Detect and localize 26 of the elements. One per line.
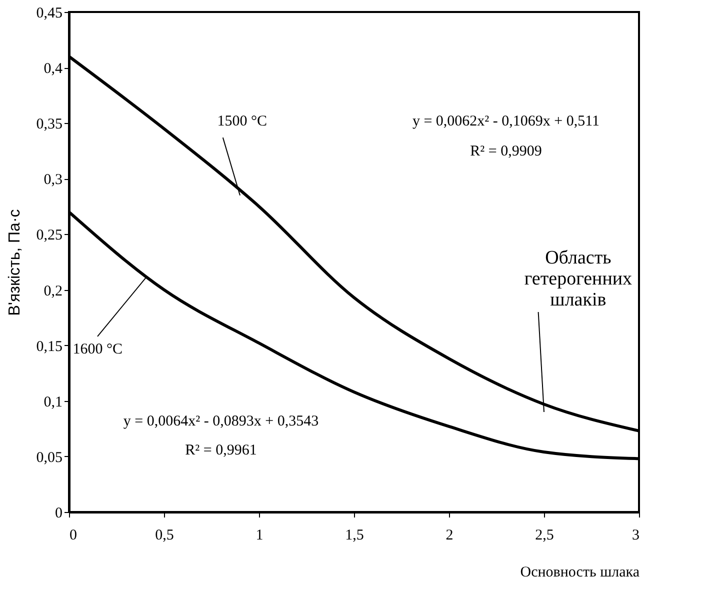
x-tick-label: 1,5 <box>345 528 364 544</box>
y-tick-label: 0,25 <box>36 228 62 244</box>
y-tick-label: 0,15 <box>36 338 62 355</box>
y-tick-label: 0 <box>55 506 62 522</box>
x-tick-label: 0 <box>70 528 77 544</box>
annotation: 1600 °C <box>72 341 123 358</box>
x-tick-label: 2 <box>446 528 454 544</box>
y-tick-label: 0,45 <box>36 6 62 22</box>
x-axis-title: Основность шлака <box>520 564 640 580</box>
x-tick-label: 2,5 <box>535 528 554 544</box>
annotation: R² = 0,9909 <box>470 144 542 160</box>
y-tick-label: 0,05 <box>36 450 62 466</box>
annotation: 1500 °C <box>217 114 267 130</box>
y-tick-label: 0,3 <box>44 172 62 188</box>
x-tick-label: 0,5 <box>155 528 174 544</box>
y-tick-label: 0,2 <box>44 283 62 300</box>
annotation: R² = 0,9961 <box>185 442 257 459</box>
annotation: y = 0,0064x² - 0,0893x + 0,3543 <box>123 414 319 430</box>
y-tick-label: 0,35 <box>36 116 62 133</box>
y-tick-label: 0,1 <box>44 394 62 410</box>
annotation: Область гетерогенних шлаків <box>524 248 633 311</box>
annotation: y = 0,0062x² - 0,1069x + 0,511 <box>412 114 600 130</box>
y-tick-label: 0,4 <box>44 61 63 78</box>
x-tick-label: 1 <box>256 528 264 544</box>
y-axis-title: В'язкість, Па·с <box>6 209 24 316</box>
x-tick-label: 3 <box>632 528 640 544</box>
